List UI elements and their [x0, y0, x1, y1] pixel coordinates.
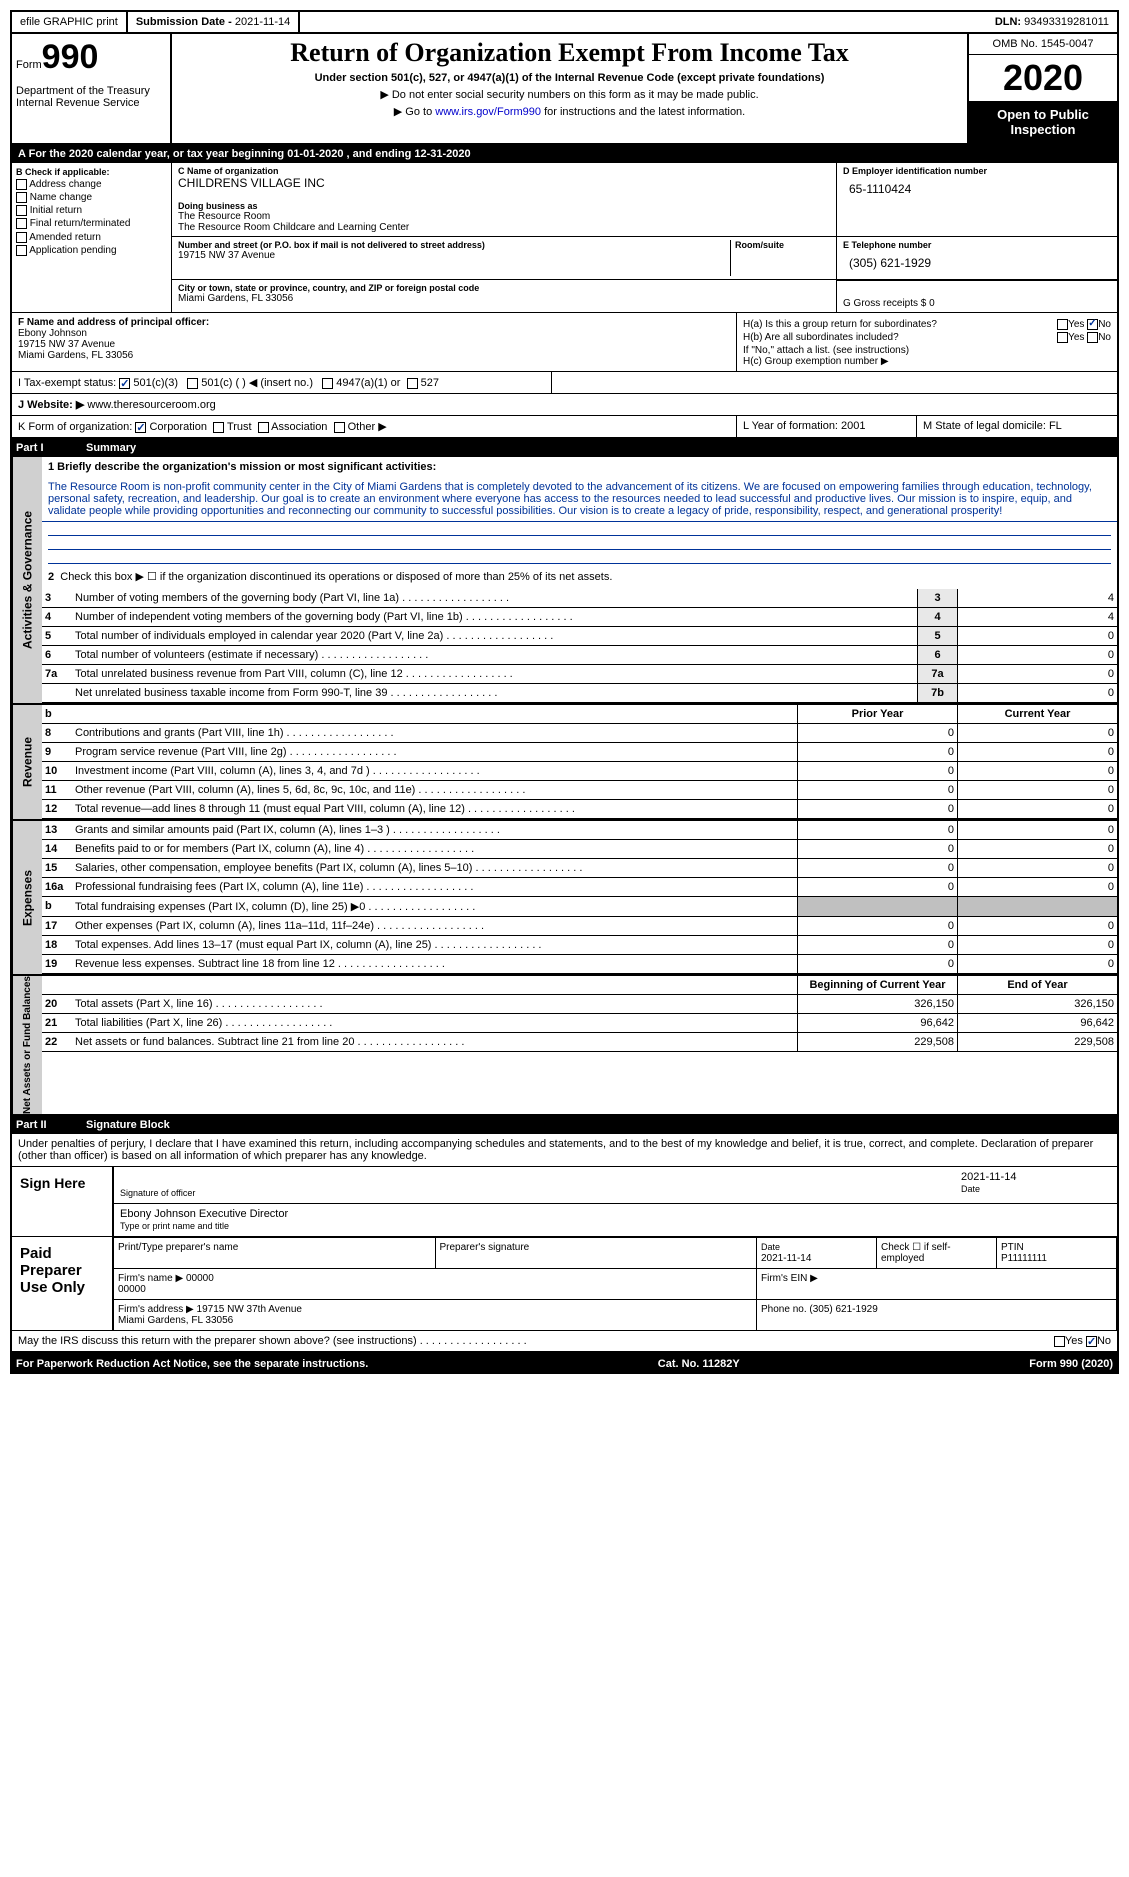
- mission-text: The Resource Room is non-profit communit…: [42, 477, 1117, 522]
- dept-label: Department of the Treasury Internal Reve…: [16, 85, 166, 109]
- table-row: 13Grants and similar amounts paid (Part …: [42, 821, 1117, 840]
- table-row: 16aProfessional fundraising fees (Part I…: [42, 878, 1117, 897]
- table-row: 14Benefits paid to or for members (Part …: [42, 840, 1117, 859]
- table-row: Net unrelated business taxable income fr…: [42, 684, 1117, 703]
- net-assets-section: Net Assets or Fund Balances Beginning of…: [10, 976, 1119, 1116]
- table-row: 18Total expenses. Add lines 13–17 (must …: [42, 936, 1117, 955]
- table-row: 8Contributions and grants (Part VIII, li…: [42, 724, 1117, 743]
- revenue-section: Revenue bPrior YearCurrent Year 8Contrib…: [10, 705, 1119, 821]
- ein: D Employer identification number 65-1110…: [837, 163, 1117, 236]
- street-addr: Number and street (or P.O. box if mail i…: [178, 240, 730, 276]
- expenses-section: Expenses 13Grants and similar amounts pa…: [10, 821, 1119, 976]
- year-formation: L Year of formation: 2001: [737, 416, 917, 437]
- chk-amended[interactable]: Amended return: [16, 232, 167, 243]
- table-row: 21Total liabilities (Part X, line 26)96,…: [42, 1014, 1117, 1033]
- table-row: 17Other expenses (Part IX, column (A), l…: [42, 917, 1117, 936]
- part2-header: Part IISignature Block: [10, 1116, 1119, 1134]
- table-row: 4Number of independent voting members of…: [42, 608, 1117, 627]
- paid-preparer-label: Paid Preparer Use Only: [12, 1237, 112, 1330]
- table-row: 5Total number of individuals employed in…: [42, 627, 1117, 646]
- chk-initial[interactable]: Initial return: [16, 205, 167, 216]
- efile-label: efile GRAPHIC print: [12, 12, 128, 32]
- state-domicile: M State of legal domicile: FL: [917, 416, 1117, 437]
- room: Room/suite: [730, 240, 830, 276]
- tax-exempt-status: I Tax-exempt status: 501(c)(3) 501(c) ( …: [12, 372, 552, 393]
- signature-block: Under penalties of perjury, I declare th…: [10, 1134, 1119, 1354]
- table-row: 9Program service revenue (Part VIII, lin…: [42, 743, 1117, 762]
- table-row: 3Number of voting members of the governi…: [42, 589, 1117, 608]
- irs-link[interactable]: www.irs.gov/Form990: [435, 106, 541, 118]
- telephone: E Telephone number (305) 621-1929: [837, 237, 1117, 279]
- city-state: City or town, state or province, country…: [172, 280, 837, 312]
- org-name: C Name of organization CHILDRENS VILLAGE…: [172, 163, 837, 236]
- group-return: H(a) Is this a group return for subordin…: [737, 313, 1117, 371]
- part1-header: Part ISummary: [10, 439, 1119, 457]
- table-row: 7aTotal unrelated business revenue from …: [42, 665, 1117, 684]
- table-row: 19Revenue less expenses. Subtract line 1…: [42, 955, 1117, 974]
- form-header: Form990 Department of the Treasury Inter…: [10, 34, 1119, 145]
- header-left: Form990 Department of the Treasury Inter…: [12, 34, 172, 143]
- table-row: 15Salaries, other compensation, employee…: [42, 859, 1117, 878]
- header-mid: Return of Organization Exempt From Incom…: [172, 34, 967, 143]
- table-row: 6Total number of volunteers (estimate if…: [42, 646, 1117, 665]
- table-row: 10Investment income (Part VIII, column (…: [42, 762, 1117, 781]
- page-footer: For Paperwork Reduction Act Notice, see …: [10, 1354, 1119, 1374]
- tax-year: 2020: [969, 55, 1117, 101]
- form-of-org: K Form of organization: Corporation Trus…: [12, 416, 737, 437]
- header-right: OMB No. 1545-0047 2020 Open to Public In…: [967, 34, 1117, 143]
- chk-pending[interactable]: Application pending: [16, 245, 167, 256]
- col-b-checkboxes: B Check if applicable: Address change Na…: [12, 163, 172, 312]
- principal-officer: F Name and address of principal officer:…: [12, 313, 737, 371]
- dln: DLN: 93493319281011: [987, 12, 1117, 32]
- gross-receipts: G Gross receipts $ 0: [837, 280, 1117, 312]
- form-title: Return of Organization Exempt From Incom…: [176, 38, 963, 68]
- row-a: A For the 2020 calendar year, or tax yea…: [12, 145, 1117, 163]
- top-bar: efile GRAPHIC print Submission Date - 20…: [10, 10, 1119, 34]
- chk-final[interactable]: Final return/terminated: [16, 218, 167, 229]
- chk-address[interactable]: Address change: [16, 179, 167, 190]
- sign-here-label: Sign Here: [12, 1167, 112, 1236]
- entity-section: A For the 2020 calendar year, or tax yea…: [10, 145, 1119, 439]
- table-row: 12Total revenue—add lines 8 through 11 (…: [42, 800, 1117, 819]
- table-row: 22Net assets or fund balances. Subtract …: [42, 1033, 1117, 1052]
- website: J Website: ▶ www.theresourceroom.org: [12, 394, 222, 415]
- activities-gov-section: Activities & Governance 1 Briefly descri…: [10, 457, 1119, 705]
- table-row: 20Total assets (Part X, line 16)326,1503…: [42, 995, 1117, 1014]
- submission-date: Submission Date - 2021-11-14: [128, 12, 300, 32]
- table-row: bTotal fundraising expenses (Part IX, co…: [42, 897, 1117, 917]
- chk-name[interactable]: Name change: [16, 192, 167, 203]
- table-row: 11Other revenue (Part VIII, column (A), …: [42, 781, 1117, 800]
